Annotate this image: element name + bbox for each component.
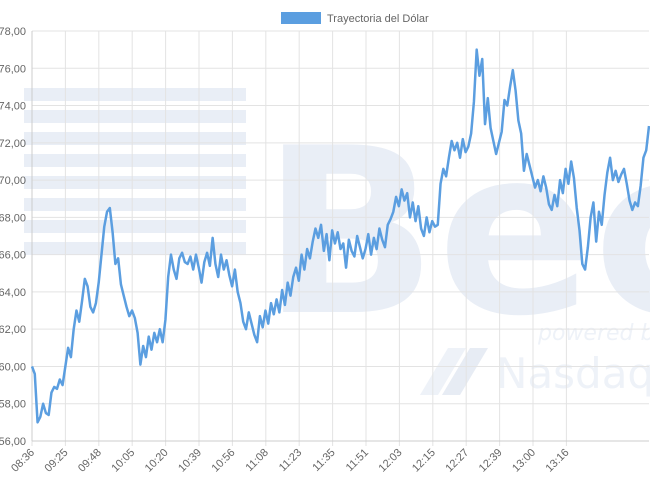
- watermark-stripe: [24, 220, 246, 233]
- chart-grid: [31, 30, 649, 446]
- y-tick-label: 72,00: [0, 138, 26, 150]
- legend-swatch: [281, 12, 321, 24]
- watermark-partner-text: Nasdaq: [496, 349, 650, 398]
- chart-legend[interactable]: Trayectoria del Dólar: [281, 12, 429, 25]
- x-tick-label: 11:35: [310, 447, 337, 474]
- y-tick-label: 62,00: [0, 324, 26, 336]
- watermark-stripe: [24, 242, 246, 255]
- x-tick-label: 11:08: [244, 447, 271, 474]
- watermark-stripes-logo: [24, 88, 246, 255]
- x-tick-label: 13:00: [510, 447, 538, 475]
- watermark-stripe: [24, 110, 246, 123]
- x-tick-label: 13:16: [544, 447, 572, 475]
- chart-axes: [31, 31, 649, 442]
- x-tick-label: 12:27: [443, 447, 471, 475]
- x-tick-label: 09:48: [76, 447, 104, 475]
- y-tick-label: 58,00: [0, 399, 26, 411]
- x-tick-label: 08:36: [9, 447, 37, 475]
- watermark-stripe: [24, 198, 246, 211]
- x-tick-label: 10:56: [210, 447, 238, 475]
- x-axis-ticks: 08:36 09:25 09:48 10:05 10:20 10:39 10:56 11:08…: [9, 447, 571, 475]
- y-tick-label: 66,00: [0, 250, 26, 262]
- watermark-stripe: [24, 154, 246, 167]
- y-tick-label: 64,00: [0, 287, 26, 299]
- y-tick-label: 70,00: [0, 175, 26, 187]
- x-tick-label: 09:25: [43, 447, 71, 475]
- x-tick-label: 11:51: [344, 447, 371, 474]
- watermark-tagline: powered by: [537, 321, 650, 346]
- y-tick-label: 56,00: [0, 436, 26, 448]
- watermark: Bec powered by Nasdaq: [24, 88, 650, 398]
- x-tick-label: 12:15: [410, 447, 438, 475]
- y-tick-label: 60,00: [0, 361, 26, 373]
- series-line-dollar: [30, 48, 650, 424]
- watermark-stripe: [24, 132, 246, 145]
- y-tick-label: 78,00: [0, 26, 26, 38]
- y-axis-ticks: 56,00 58,00 60,00 62,00 64,00 66,00 68,00 70,00…: [0, 26, 26, 448]
- nasdaq-logo-icon: [420, 348, 488, 395]
- watermark-stripe: [24, 88, 246, 101]
- y-tick-label: 76,00: [0, 63, 26, 75]
- y-tick-label: 74,00: [0, 101, 26, 113]
- x-tick-label: 12:39: [477, 447, 505, 475]
- y-tick-label: 68,00: [0, 212, 26, 224]
- x-tick-label: 10:39: [176, 447, 204, 475]
- x-tick-label: 11:23: [277, 447, 304, 474]
- x-tick-label: 10:20: [143, 447, 171, 475]
- x-tick-label: 12:03: [377, 447, 405, 475]
- x-tick-label: 10:05: [109, 447, 137, 475]
- watermark-stripe: [24, 176, 246, 189]
- legend-label: Trayectoria del Dólar: [327, 13, 429, 25]
